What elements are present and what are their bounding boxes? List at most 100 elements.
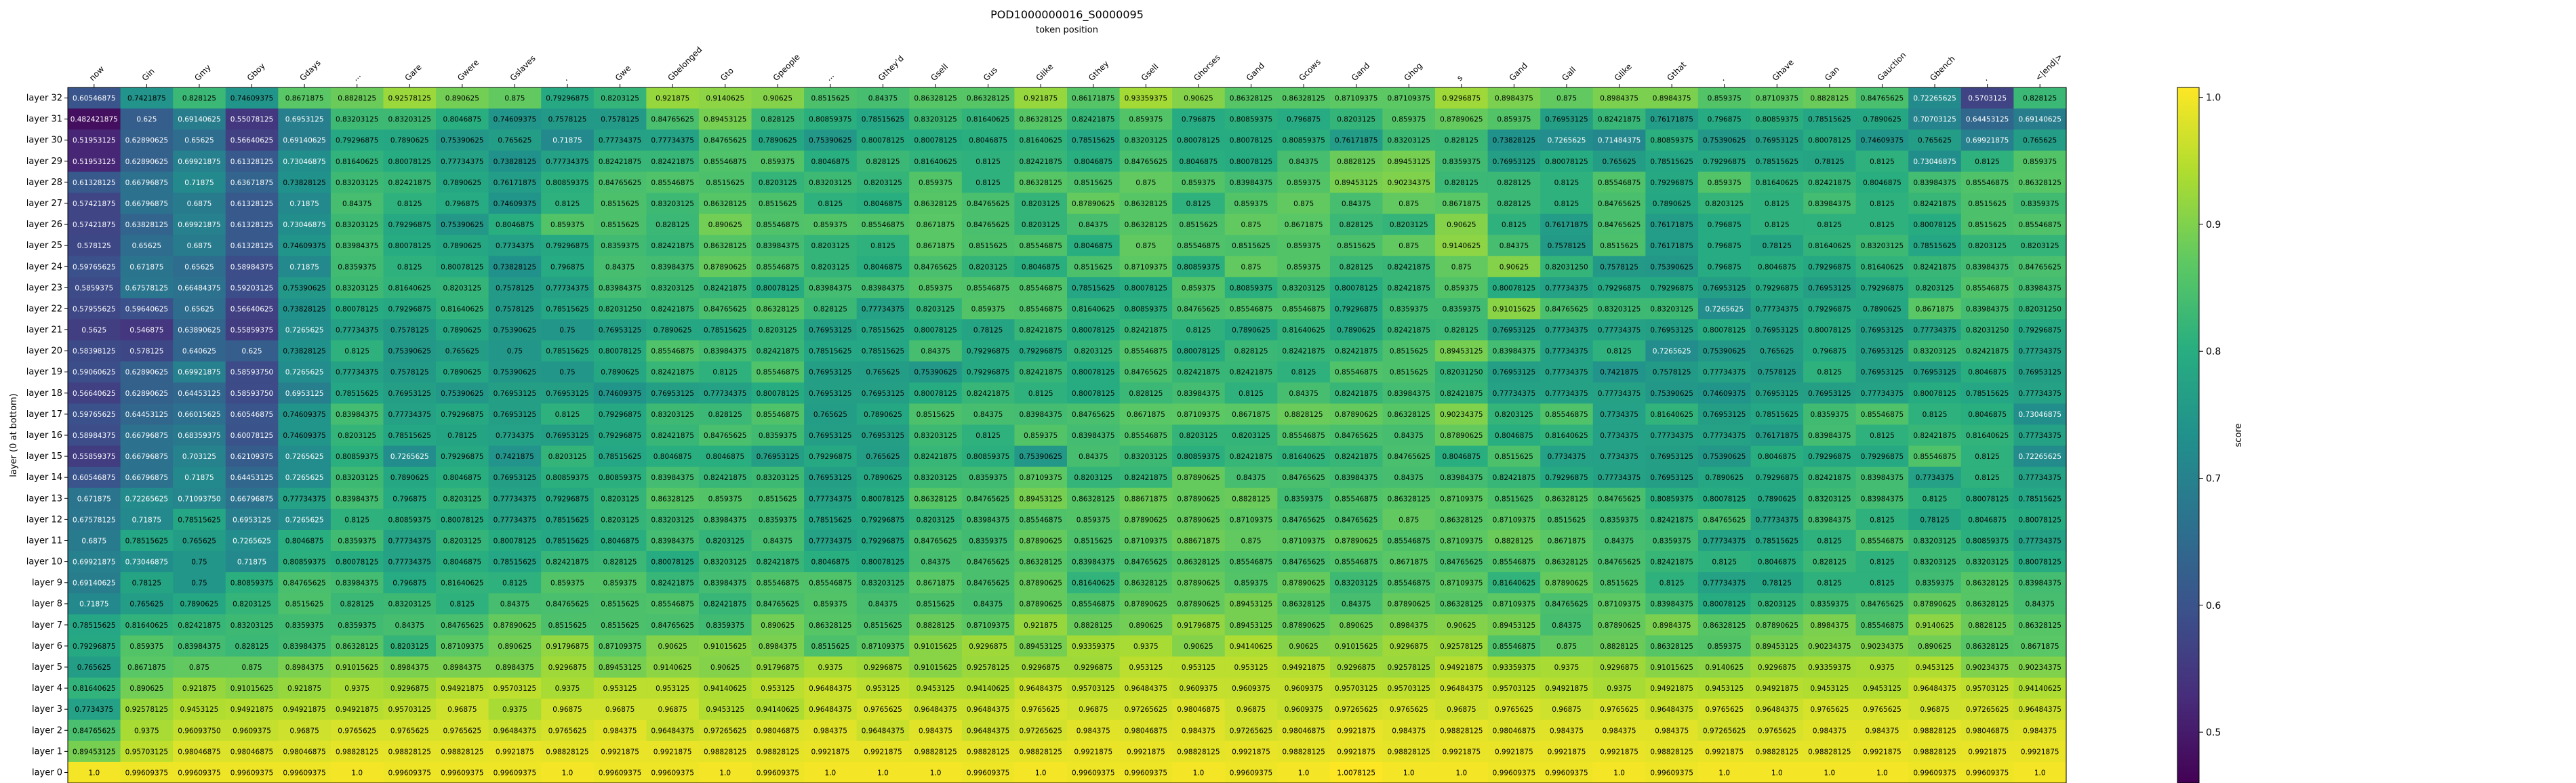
- heatmap-cell: [1592, 129, 1646, 151]
- cell-value-label: 0.96484375: [1650, 706, 1693, 714]
- heatmap-cell: [1750, 193, 1804, 215]
- cell-value-label: 0.98828125: [1650, 748, 1693, 756]
- cell-value-label: 0.83984375: [1966, 263, 2009, 271]
- cell-value-label: 0.76953125: [1913, 369, 1956, 377]
- cell-value-label: 0.875: [1556, 643, 1577, 651]
- heatmap-cell: [68, 193, 121, 215]
- cell-value-label: 0.80078125: [651, 559, 693, 567]
- cell-value-label: 0.90625: [1289, 643, 1318, 651]
- heatmap-cell: [1382, 108, 1436, 130]
- cell-value-label: 0.63671875: [230, 179, 273, 187]
- cell-value-label: 0.75: [559, 327, 575, 335]
- heatmap-cell: [1067, 214, 1121, 236]
- cell-value-label: 0.8828125: [1968, 622, 2007, 630]
- cell-value-label: 0.875: [504, 95, 525, 103]
- heatmap-cell: [68, 361, 121, 383]
- heatmap-cell: [909, 214, 963, 236]
- cell-value-label: 0.75: [507, 348, 523, 356]
- heatmap-cell: [488, 277, 542, 299]
- cell-value-label: 0.78515625: [1913, 242, 1956, 250]
- cell-value-label: 0.77734375: [1861, 390, 1904, 398]
- cell-value-label: 0.9921875: [1442, 748, 1481, 756]
- cell-value-label: 0.9609375: [1285, 706, 1323, 714]
- heatmap-cell: [2013, 108, 2067, 130]
- cell-value-label: 0.875: [1556, 95, 1577, 103]
- cell-value-label: 0.9453125: [917, 685, 955, 693]
- cell-value-label: 0.796875: [445, 200, 479, 208]
- cell-value-label: 0.796875: [1708, 221, 1742, 229]
- heatmap-cell: [593, 256, 647, 278]
- heatmap-cell: [1908, 150, 1962, 172]
- cell-value-label: 0.875: [1135, 242, 1156, 250]
- cell-value-label: 0.9609375: [1180, 685, 1218, 693]
- heatmap-cell: [2013, 87, 2067, 109]
- heatmap-cell: [804, 361, 858, 383]
- cell-value-label: 0.83203125: [388, 116, 431, 124]
- cell-value-label: 0.859375: [1708, 95, 1742, 103]
- cell-value-label: 0.98046875: [1125, 727, 1167, 735]
- cell-value-label: 0.91015625: [914, 643, 957, 651]
- cell-value-label: 0.828125: [1497, 200, 1531, 208]
- cell-value-label: 0.65625: [132, 242, 161, 250]
- heatmap-cell: [909, 361, 963, 383]
- heatmap-cell: [120, 235, 174, 257]
- heatmap-cell: [120, 108, 174, 130]
- cell-value-label: 0.84765625: [1440, 559, 1483, 567]
- cell-value-label: 0.859375: [919, 179, 952, 187]
- cell-value-label: 0.85546875: [1282, 432, 1325, 440]
- cell-value-label: 0.78515625: [494, 559, 536, 567]
- cell-value-label: 0.57421875: [73, 221, 115, 229]
- cell-value-label: 0.99609375: [757, 769, 799, 777]
- heatmap-cell: [1487, 214, 1541, 236]
- heatmap-cell: [698, 172, 752, 194]
- heatmap-cell: [1908, 256, 1962, 278]
- cell-value-label: 0.82421875: [1282, 348, 1325, 356]
- cell-value-label: 0.77734375: [809, 495, 851, 503]
- cell-value-label: 0.98828125: [1282, 748, 1325, 756]
- cell-value-label: 0.8125: [1186, 200, 1211, 208]
- cell-value-label: 0.80078125: [757, 390, 799, 398]
- cell-value-label: 0.82421875: [651, 369, 693, 377]
- cell-value-label: 0.80078125: [1808, 137, 1851, 145]
- heatmap-cell: [1224, 129, 1278, 151]
- cell-value-label: 0.921875: [656, 95, 689, 103]
- heatmap-cell: [383, 150, 437, 172]
- cell-value-label: 0.71093750: [178, 495, 220, 503]
- cell-value-label: 0.8046875: [706, 453, 744, 461]
- cell-value-label: 0.69921875: [178, 158, 220, 166]
- heatmap-cell: [1855, 87, 1909, 109]
- cell-value-label: 0.76953125: [862, 390, 904, 398]
- heatmap-cell: [1697, 150, 1752, 172]
- x-tick-label: Gthey'd: [877, 54, 906, 83]
- heatmap-cell: [1540, 129, 1594, 151]
- cell-value-label: 0.81640625: [1808, 242, 1851, 250]
- cell-value-label: 0.9765625: [338, 727, 376, 735]
- cell-value-label: 0.859375: [708, 495, 742, 503]
- cell-value-label: 0.84765625: [1545, 305, 1588, 313]
- cell-value-label: 0.85546875: [1019, 305, 1062, 313]
- cell-value-label: 0.984375: [1603, 727, 1636, 735]
- cell-value-label: 0.84765625: [914, 537, 957, 545]
- cell-value-label: 0.84765625: [1598, 495, 1641, 503]
- cell-value-label: 0.765625: [445, 348, 479, 356]
- cell-value-label: 0.8203125: [969, 263, 1007, 271]
- cell-value-label: 0.83984375: [1966, 305, 2009, 313]
- cell-value-label: 0.984375: [1182, 727, 1215, 735]
- cell-value-label: 0.60546875: [230, 411, 273, 419]
- cell-value-label: 0.86328125: [967, 95, 1009, 103]
- heatmap-cell: [1277, 340, 1331, 362]
- cell-value-label: 0.83203125: [757, 474, 799, 482]
- cell-value-label: 0.78515625: [1756, 158, 1798, 166]
- cell-value-label: 0.859375: [1445, 284, 1478, 292]
- heatmap-cell: [68, 150, 121, 172]
- heatmap-cell: [1803, 87, 1857, 109]
- cell-value-label: 0.953125: [1234, 664, 1268, 672]
- cell-value-label: 0.984375: [919, 727, 952, 735]
- cell-value-label: 0.8125: [975, 432, 1001, 440]
- cell-value-label: 0.84375: [1342, 601, 1371, 609]
- cell-value-label: 0.9453125: [1705, 685, 1744, 693]
- cell-value-label: 0.83203125: [1125, 453, 1167, 461]
- cell-value-label: 0.8828125: [1337, 158, 1375, 166]
- heatmap-cell: [1119, 298, 1173, 320]
- cell-value-label: 0.7890625: [180, 601, 219, 609]
